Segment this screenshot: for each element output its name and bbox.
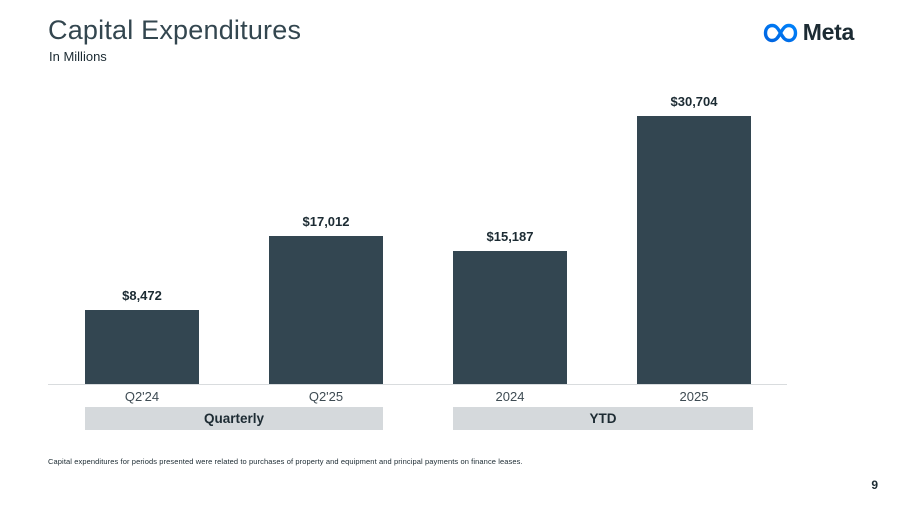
meta-wordmark: Meta (802, 19, 855, 45)
bar-value-label: $8,472 (122, 288, 162, 303)
group-band-quarterly: Quarterly (85, 407, 383, 430)
bar (85, 310, 199, 384)
x-axis-label: 2025 (679, 389, 709, 404)
bar (453, 251, 567, 384)
page-subtitle: In Millions (49, 49, 107, 64)
bar (269, 236, 383, 384)
x-axis-label: Q2'25 (308, 389, 344, 404)
bar-value-label: $30,704 (670, 94, 718, 109)
meta-infinity-icon (763, 22, 798, 44)
meta-logo: Meta (763, 19, 854, 46)
bar-column: $30,704 (637, 94, 751, 384)
x-axis-label: 2024 (495, 389, 525, 404)
bar-column: $8,472 (85, 288, 199, 384)
bar (637, 116, 751, 384)
x-axis-line (48, 384, 787, 385)
bar-value-label: $17,012 (302, 214, 350, 229)
page-title: Capital Expenditures (48, 15, 302, 45)
bar-value-label: $15,187 (486, 229, 534, 244)
group-band-ytd: YTD (453, 407, 753, 430)
footnote: Capital expenditures for periods present… (48, 457, 523, 466)
bar-column: $15,187 (453, 229, 567, 384)
bar-column: $17,012 (269, 214, 383, 384)
page-number: 9 (871, 478, 878, 492)
x-axis-label: Q2'24 (124, 389, 160, 404)
